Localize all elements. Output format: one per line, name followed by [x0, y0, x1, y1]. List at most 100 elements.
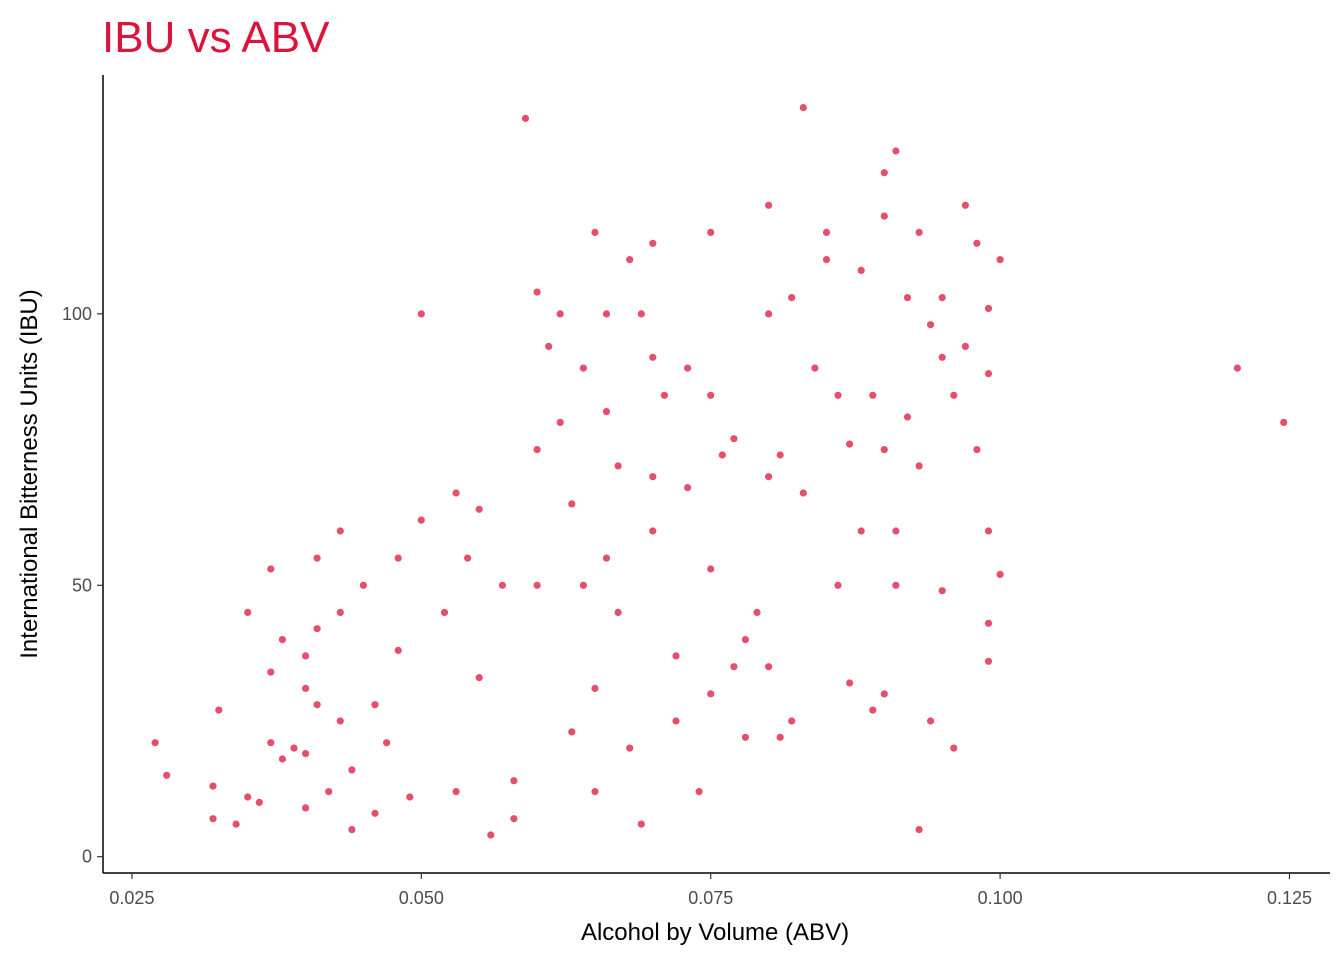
data-point	[973, 446, 981, 454]
x-tick-label: 0.100	[978, 888, 1023, 908]
data-point	[626, 256, 634, 264]
data-point	[730, 663, 738, 671]
data-point	[903, 413, 912, 421]
data-point	[672, 717, 680, 725]
y-axis-label: International Bitterness Units (IBU)	[16, 289, 43, 658]
data-point	[695, 788, 703, 796]
x-tick-label: 0.125	[1267, 888, 1312, 908]
data-point	[776, 733, 784, 741]
x-tick-label: 0.025	[109, 888, 154, 908]
data-point	[302, 804, 310, 812]
data-point	[950, 744, 958, 752]
data-point	[984, 304, 993, 312]
data-point	[383, 739, 391, 747]
data-point	[915, 228, 923, 236]
data-point	[822, 228, 831, 236]
data-point	[1280, 418, 1288, 426]
data-point	[684, 364, 692, 372]
data-point	[649, 527, 657, 535]
data-point	[556, 310, 564, 318]
data-point	[846, 440, 854, 448]
data-point	[984, 527, 993, 535]
data-point	[788, 294, 796, 302]
data-point	[811, 364, 819, 372]
data-point	[556, 418, 564, 426]
data-point	[475, 505, 483, 513]
data-point	[533, 581, 541, 589]
data-point	[406, 793, 414, 801]
x-axis-ticks: 0.025 0.050 0.075 0.100 0.125	[109, 873, 1312, 908]
data-point	[765, 663, 773, 671]
data-point	[568, 728, 576, 736]
data-point	[602, 408, 611, 416]
data-point	[348, 766, 356, 774]
data-point	[718, 451, 726, 459]
data-point	[591, 684, 599, 693]
data-point	[394, 646, 402, 655]
data-point	[649, 473, 657, 481]
data-point	[880, 690, 888, 698]
data-point	[927, 717, 935, 725]
data-point	[765, 473, 773, 481]
data-point	[834, 391, 842, 399]
data-point	[857, 527, 865, 535]
data-point	[961, 201, 970, 209]
data-point	[649, 239, 657, 247]
data-point	[938, 587, 946, 595]
data-point	[834, 581, 842, 589]
data-points	[151, 104, 1288, 839]
data-point	[359, 581, 367, 589]
data-point	[545, 342, 553, 350]
data-point	[151, 739, 159, 747]
data-point	[278, 636, 286, 644]
data-point	[371, 701, 379, 709]
data-point	[325, 788, 333, 796]
x-tick-label: 0.075	[688, 888, 733, 908]
data-point	[765, 201, 773, 209]
data-point	[255, 798, 263, 807]
data-point	[880, 446, 888, 454]
data-point	[799, 489, 807, 497]
data-point	[614, 608, 622, 617]
x-axis-label: Alcohol by Volume (ABV)	[581, 919, 849, 946]
data-point	[591, 788, 599, 796]
data-point	[602, 310, 611, 318]
data-point	[938, 353, 946, 361]
data-point	[209, 815, 217, 823]
data-point	[209, 782, 217, 790]
data-point	[857, 266, 865, 274]
chart-title: IBU vs ABV	[102, 13, 330, 62]
data-point	[984, 370, 993, 378]
data-point	[440, 608, 449, 617]
data-point	[394, 554, 402, 562]
data-point	[996, 256, 1004, 264]
data-point	[278, 755, 286, 763]
data-point	[313, 701, 321, 709]
data-point	[788, 717, 796, 725]
data-point	[880, 212, 888, 220]
data-point	[533, 288, 541, 296]
data-point	[869, 391, 877, 399]
data-point	[417, 516, 425, 524]
data-point	[591, 228, 599, 236]
data-point	[579, 581, 588, 589]
data-point	[660, 391, 669, 399]
data-point	[672, 652, 680, 660]
data-point	[267, 739, 275, 747]
y-axis-ticks: 0 50 100	[62, 304, 103, 867]
data-point	[961, 342, 970, 350]
data-point	[602, 554, 611, 562]
data-point	[984, 619, 993, 627]
data-point	[336, 608, 344, 617]
data-point	[267, 565, 275, 573]
data-point	[938, 294, 946, 302]
data-point	[649, 353, 657, 361]
data-point	[302, 684, 310, 693]
data-point	[232, 820, 240, 828]
data-point	[313, 625, 321, 633]
data-point	[244, 793, 252, 801]
data-point	[267, 668, 275, 676]
data-point	[707, 565, 715, 573]
data-point	[799, 104, 807, 112]
data-point	[452, 788, 460, 796]
